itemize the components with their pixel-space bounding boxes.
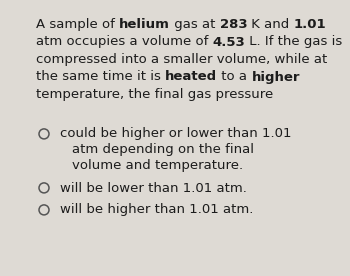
Text: helium: helium	[119, 18, 170, 31]
Text: will be higher than 1.01 atm.: will be higher than 1.01 atm.	[60, 203, 253, 216]
Text: could be higher or lower than 1.01: could be higher or lower than 1.01	[60, 128, 292, 140]
Text: heated: heated	[165, 70, 217, 84]
Text: A sample of: A sample of	[36, 18, 119, 31]
Text: L. If the gas is: L. If the gas is	[245, 36, 343, 49]
Text: K and: K and	[247, 18, 294, 31]
Text: gas at: gas at	[170, 18, 220, 31]
Text: atm depending on the final: atm depending on the final	[72, 144, 254, 156]
Text: to a: to a	[217, 70, 252, 84]
Text: atm occupies a volume of: atm occupies a volume of	[36, 36, 213, 49]
Text: compressed into a smaller volume, while at: compressed into a smaller volume, while …	[36, 53, 327, 66]
Text: volume and temperature.: volume and temperature.	[72, 160, 243, 172]
Text: will be lower than 1.01 atm.: will be lower than 1.01 atm.	[60, 182, 247, 195]
Text: higher: higher	[252, 70, 300, 84]
Text: temperature, the final gas pressure: temperature, the final gas pressure	[36, 88, 273, 101]
Text: 283: 283	[220, 18, 247, 31]
Text: the same time it is: the same time it is	[36, 70, 165, 84]
Text: 1.01: 1.01	[294, 18, 326, 31]
Text: 4.53: 4.53	[213, 36, 245, 49]
